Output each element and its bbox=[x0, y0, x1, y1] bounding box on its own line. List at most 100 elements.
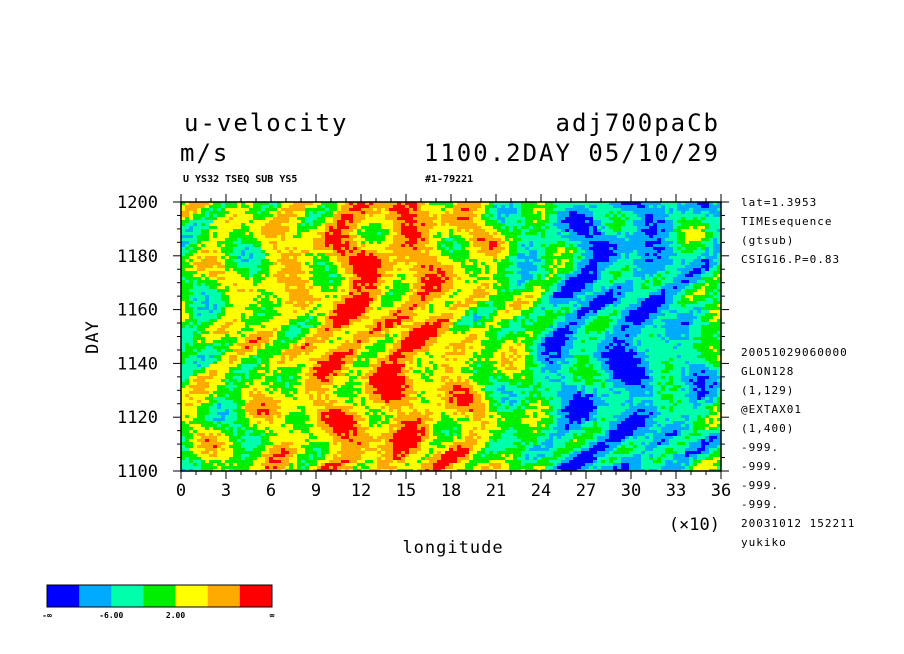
heatmap-cell bbox=[605, 256, 610, 260]
heatmap-cell bbox=[453, 277, 458, 281]
heatmap-cell bbox=[285, 262, 290, 266]
heatmap-cell bbox=[297, 271, 302, 275]
heatmap-cell bbox=[221, 304, 226, 308]
heatmap-cell bbox=[317, 301, 322, 305]
heatmap-cell bbox=[557, 268, 562, 272]
heatmap-cell bbox=[461, 226, 466, 230]
heatmap-cell bbox=[557, 256, 562, 260]
heatmap-cell bbox=[713, 259, 718, 263]
heatmap-cell bbox=[397, 232, 402, 236]
heatmap-cell bbox=[577, 310, 582, 314]
heatmap-cell bbox=[257, 211, 262, 215]
heatmap-cell bbox=[497, 223, 502, 227]
heatmap-cell bbox=[213, 289, 218, 293]
heatmap-cell bbox=[457, 262, 462, 266]
heatmap-cell bbox=[533, 292, 538, 296]
heatmap-cell bbox=[477, 304, 482, 308]
heatmap-cell bbox=[373, 280, 378, 284]
heatmap-cell bbox=[197, 274, 202, 278]
heatmap-cell bbox=[477, 301, 482, 305]
heatmap-cell bbox=[649, 244, 654, 248]
heatmap-cell bbox=[349, 232, 354, 236]
heatmap-cell bbox=[633, 292, 638, 296]
heatmap-cell bbox=[449, 298, 454, 302]
heatmap-cell bbox=[581, 274, 586, 278]
heatmap-cell bbox=[481, 247, 486, 251]
heatmap-cell bbox=[241, 202, 246, 206]
heatmap-cell bbox=[401, 301, 406, 305]
heatmap-cell bbox=[573, 304, 578, 308]
heatmap-cell bbox=[693, 220, 698, 224]
heatmap-cell bbox=[193, 274, 198, 278]
heatmap-cell bbox=[677, 223, 682, 227]
heatmap-cell bbox=[557, 205, 562, 209]
heatmap-cell bbox=[381, 253, 386, 257]
heatmap-cell bbox=[425, 205, 430, 209]
heatmap-cell bbox=[513, 265, 518, 269]
heatmap-cell bbox=[621, 229, 626, 233]
heatmap-cell bbox=[485, 229, 490, 233]
heatmap-cell bbox=[473, 268, 478, 272]
heatmap-cell bbox=[509, 217, 514, 221]
heatmap-cell bbox=[253, 205, 258, 209]
heatmap-cell bbox=[285, 289, 290, 293]
heatmap-cell bbox=[249, 310, 254, 314]
heatmap-cell bbox=[533, 301, 538, 305]
heatmap-cell bbox=[221, 211, 226, 215]
heatmap-cell bbox=[513, 310, 518, 314]
heatmap-cell bbox=[593, 310, 598, 314]
heatmap-cell bbox=[573, 244, 578, 248]
heatmap-cell bbox=[693, 235, 698, 239]
heatmap-cell bbox=[421, 295, 426, 299]
heatmap-cell bbox=[601, 220, 606, 224]
heatmap-cell bbox=[473, 304, 478, 308]
heatmap-cell bbox=[329, 307, 334, 311]
heatmap-cell bbox=[357, 295, 362, 299]
heatmap-cell bbox=[181, 277, 186, 281]
heatmap-cell bbox=[389, 238, 394, 242]
heatmap-cell bbox=[257, 307, 262, 311]
heatmap-cell bbox=[361, 289, 366, 293]
heatmap-cell bbox=[285, 283, 290, 287]
heatmap-cell bbox=[533, 268, 538, 272]
heatmap-cell bbox=[573, 214, 578, 218]
heatmap-cell bbox=[469, 232, 474, 236]
heatmap-cell bbox=[557, 271, 562, 275]
heatmap-cell bbox=[293, 292, 298, 296]
heatmap-cell bbox=[689, 223, 694, 227]
heatmap-cell bbox=[409, 295, 414, 299]
heatmap-cell bbox=[201, 229, 206, 233]
heatmap-cell bbox=[337, 292, 342, 296]
heatmap-cell bbox=[661, 262, 666, 266]
heatmap-cell bbox=[309, 259, 314, 263]
heatmap-cell bbox=[317, 262, 322, 266]
heatmap-cell bbox=[537, 238, 542, 242]
heatmap-cell bbox=[241, 295, 246, 299]
heatmap-cell bbox=[537, 211, 542, 215]
heatmap-cell bbox=[701, 283, 706, 287]
heatmap-cell bbox=[429, 202, 434, 206]
heatmap-cell bbox=[313, 253, 318, 257]
heatmap-cell bbox=[405, 292, 410, 296]
heatmap-cell bbox=[217, 208, 222, 212]
heatmap-cell bbox=[593, 268, 598, 272]
heatmap-cell bbox=[593, 235, 598, 239]
heatmap-cell bbox=[629, 223, 634, 227]
heatmap-cell bbox=[529, 220, 534, 224]
heatmap-cell bbox=[237, 241, 242, 245]
heatmap-cell bbox=[205, 286, 210, 290]
heatmap-cell bbox=[669, 226, 674, 230]
heatmap-cell bbox=[397, 298, 402, 302]
heatmap-cell bbox=[621, 256, 626, 260]
heatmap-cell bbox=[621, 283, 626, 287]
heatmap-cell bbox=[453, 262, 458, 266]
heatmap-cell bbox=[561, 229, 566, 233]
heatmap-cell bbox=[713, 292, 718, 296]
heatmap-cell bbox=[645, 238, 650, 242]
heatmap-cell bbox=[337, 289, 342, 293]
heatmap-cell bbox=[217, 310, 222, 314]
heatmap-cell bbox=[481, 289, 486, 293]
heatmap-cell bbox=[281, 256, 286, 260]
heatmap-cell bbox=[281, 208, 286, 212]
heatmap-cell bbox=[509, 280, 514, 284]
